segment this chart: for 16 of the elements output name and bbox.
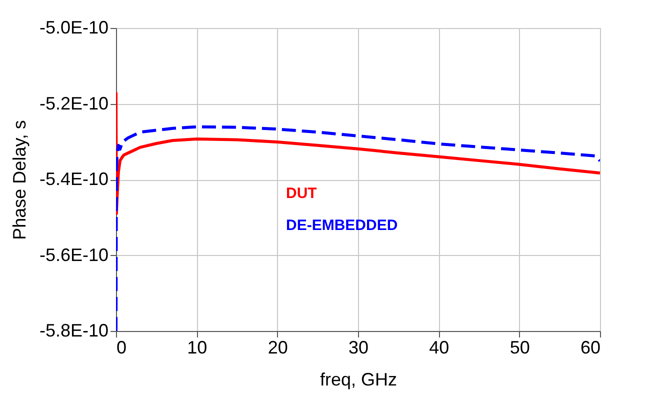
y-tick-label: -5.2E-10	[39, 93, 108, 114]
y-tick-label: -5.4E-10	[39, 169, 108, 189]
x-tick-label: 40	[429, 338, 450, 358]
x-tick-label: 60	[580, 338, 600, 358]
x-tick-label: 50	[510, 338, 530, 358]
x-axis-title: freq, GHz	[320, 370, 398, 390]
y-axis-title: Phase Delay, s	[9, 120, 30, 240]
y-tick-label: -5.6E-10	[39, 244, 108, 265]
x-tick-label: 10	[187, 338, 208, 358]
text: DUT	[286, 185, 317, 202]
x-tick-label: 0	[116, 338, 127, 358]
text: DE-EMBEDDED	[286, 217, 398, 234]
x-tick-label: 30	[348, 338, 369, 358]
x-tick-label: 20	[268, 338, 288, 358]
y-tick-label: -5.0E-10	[39, 18, 108, 38]
y-tick-label: -5.8E-10	[39, 320, 108, 340]
